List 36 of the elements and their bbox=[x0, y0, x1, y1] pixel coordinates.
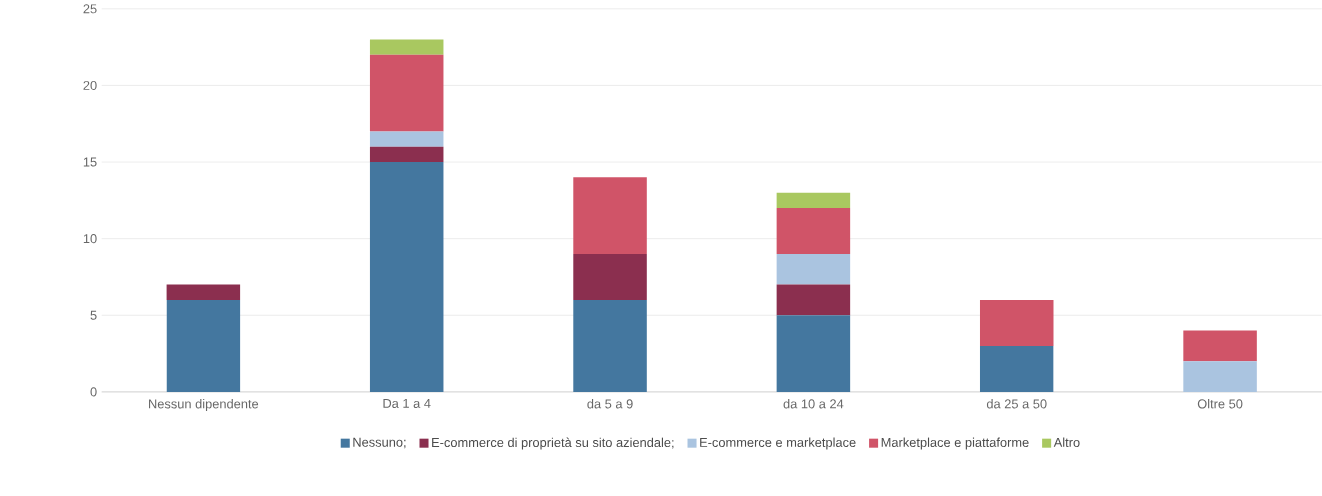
bar bbox=[776, 315, 851, 392]
legend-label: E-commerce di proprietà su sito aziendale; bbox=[432, 437, 674, 450]
legend-label: Marketplace e piattaforme bbox=[881, 437, 1029, 450]
bar bbox=[573, 177, 647, 254]
y-tick-label: 25 bbox=[83, 4, 97, 14]
bar bbox=[776, 192, 851, 208]
legend-label: E-commerce e marketplace bbox=[700, 437, 856, 450]
bar bbox=[573, 253, 647, 300]
x-tick-label: Nessun dipendente bbox=[149, 398, 259, 411]
bar bbox=[369, 39, 444, 55]
y-tick-label: 10 bbox=[83, 234, 97, 244]
x-tick-label: da 25 a 50 bbox=[986, 398, 1047, 409]
x-tick-label: da 5 a 9 bbox=[587, 398, 633, 409]
bar bbox=[776, 207, 851, 254]
y-tick-label: 5 bbox=[90, 310, 97, 320]
bar bbox=[166, 299, 241, 392]
bar bbox=[979, 299, 1054, 346]
y-tick-label: 0 bbox=[90, 387, 97, 397]
bar bbox=[166, 284, 241, 300]
x-tick-label: da 10 a 24 bbox=[783, 398, 844, 409]
y-tick-label: 20 bbox=[83, 80, 97, 90]
bar bbox=[573, 299, 647, 392]
bar bbox=[776, 253, 851, 285]
bar bbox=[369, 54, 444, 132]
legend-label: Altro bbox=[1053, 437, 1080, 447]
bar bbox=[369, 146, 444, 163]
bar bbox=[1183, 361, 1257, 392]
x-tick-label: Oltre 50 bbox=[1197, 398, 1243, 409]
x-tick-label: Da 1 a 4 bbox=[383, 398, 431, 408]
bar bbox=[979, 345, 1054, 392]
legend-label: Nessuno; bbox=[353, 437, 406, 449]
bar bbox=[369, 131, 444, 147]
bar bbox=[369, 162, 444, 392]
y-tick-label: 15 bbox=[83, 157, 97, 167]
bar bbox=[1183, 330, 1257, 362]
bar bbox=[776, 284, 851, 316]
